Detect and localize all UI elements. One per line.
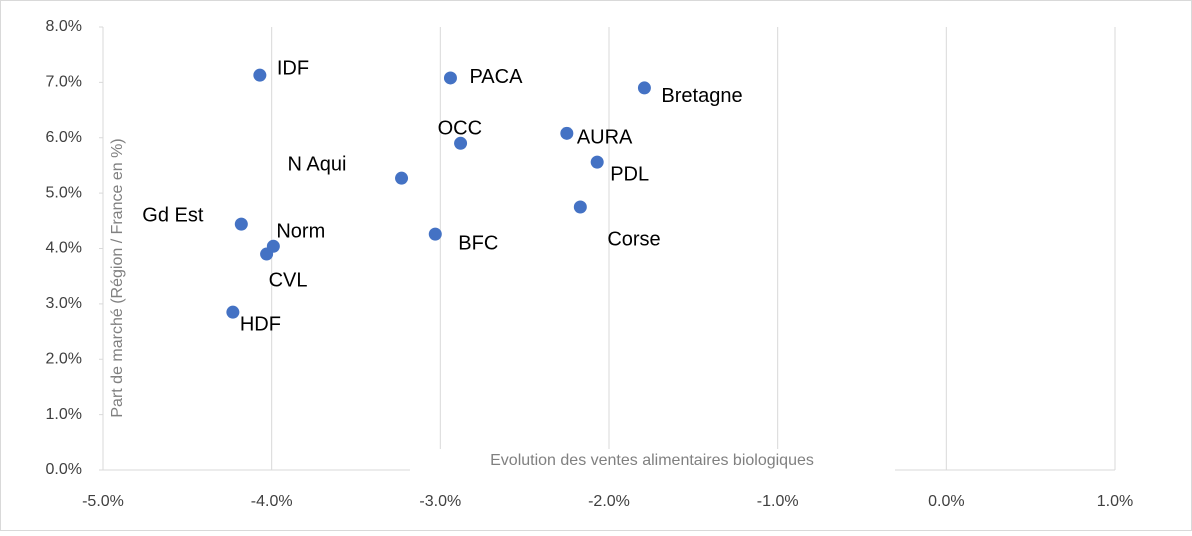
point	[428, 227, 442, 241]
x-tick-label: -3.0%	[419, 493, 461, 510]
point-label: Norm	[276, 221, 325, 243]
point	[637, 81, 651, 95]
point	[234, 217, 248, 231]
point	[590, 155, 604, 169]
point-label: OCC	[438, 118, 482, 140]
point-label: PACA	[469, 66, 523, 88]
y-tick-label: 6.0%	[46, 129, 82, 146]
point	[260, 247, 274, 261]
point-label: Bretagne	[661, 85, 742, 107]
y-tick-label: 3.0%	[46, 295, 82, 312]
y-axis-title: Part de marché (Région / France en %)	[109, 138, 126, 417]
point	[560, 126, 574, 140]
point-label: Gd Est	[142, 204, 204, 226]
x-tick-label: -5.0%	[82, 493, 124, 510]
point-label: IDF	[277, 57, 309, 79]
point-label: N Aqui	[288, 153, 347, 175]
point	[395, 171, 409, 185]
y-tick-label: 4.0%	[46, 240, 82, 257]
x-tick-label: -1.0%	[757, 493, 799, 510]
y-tick-label: 0.0%	[46, 461, 82, 478]
x-axis-title: Evolution des ventes alimentaires biolog…	[490, 452, 814, 469]
point	[443, 71, 457, 85]
y-tick-label: 2.0%	[46, 350, 82, 367]
point	[226, 305, 240, 319]
point-label: PDL	[610, 163, 649, 185]
point	[454, 136, 468, 150]
x-tick-label: 0.0%	[928, 493, 964, 510]
point	[573, 200, 587, 214]
x-tick-label: 1.0%	[1097, 493, 1133, 510]
point-label: AURA	[577, 127, 633, 149]
point	[253, 68, 267, 82]
y-tick-label: 8.0%	[46, 18, 82, 35]
x-title-bg	[410, 449, 895, 473]
x-tick-label: -4.0%	[251, 493, 293, 510]
x-tick-label: -2.0%	[588, 493, 630, 510]
point-label: HDF	[240, 313, 281, 335]
point-label: CVL	[269, 269, 308, 291]
y-tick-label: 1.0%	[46, 406, 82, 423]
y-title-bg	[106, 88, 130, 466]
point-label: Corse	[607, 228, 660, 250]
y-tick-label: 5.0%	[46, 184, 82, 201]
y-tick-label: 7.0%	[46, 74, 82, 91]
point-label: BFC	[458, 232, 498, 254]
